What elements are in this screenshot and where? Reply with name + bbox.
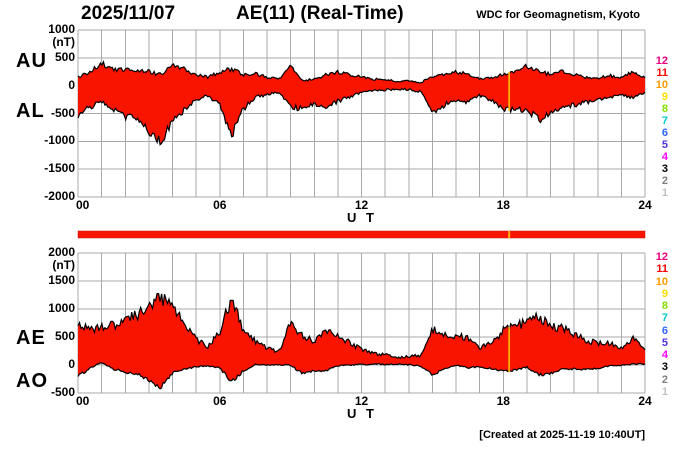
panel-1-xtick-24: 24 — [638, 394, 652, 408]
panel-1-station-count-8: 8 — [661, 300, 668, 313]
panel-0-station-count-12: 12 — [655, 55, 668, 67]
panel-1-station-count-2: 2 — [661, 373, 668, 386]
panel-0-y-unit: (nT) — [52, 35, 75, 49]
panel-0-ytick--500: -500 — [50, 105, 75, 120]
panel-0-station-count-2: 2 — [661, 175, 668, 187]
panel-0-station-count-10: 10 — [655, 79, 668, 91]
data-availability-bar — [77, 230, 646, 239]
panel-0-ytick--2000: -2000 — [44, 189, 75, 203]
panel-0-station-count-8: 8 — [661, 103, 668, 115]
panel-0-xtick-18: 18 — [496, 198, 510, 212]
panel-0-ytick-500: 500 — [54, 49, 75, 64]
panel-0-station-count-7: 7 — [661, 115, 668, 127]
created-timestamp: [Created at 2025-11-19 10:40UT] — [479, 429, 645, 441]
panel-0-station-count-11: 11 — [656, 67, 668, 79]
panel-1-xtick-18: 18 — [496, 394, 510, 408]
xaxis-label-bottom: U T — [347, 406, 377, 421]
panel-0-xtick-06: 06 — [213, 198, 227, 212]
plot-date: 2025/11/07 — [81, 3, 176, 24]
panel-0-lower-curve — [77, 87, 646, 146]
panel-0-xtick-12: 12 — [354, 198, 369, 212]
availability-bar-time-marker — [508, 231, 511, 238]
panel-1-ytick-0: 0 — [68, 357, 75, 371]
panel-0-ytick-1000: 1000 — [48, 22, 75, 36]
panel-0-station-count-3: 3 — [661, 163, 668, 175]
panel-0-xtick-24: 24 — [638, 198, 652, 212]
panel-1-xtick-12: 12 — [354, 394, 369, 408]
series-label-au: AU — [16, 50, 47, 72]
panel-0-station-count-1: 1 — [661, 187, 668, 199]
panel-1-y-unit: (nT) — [52, 258, 75, 272]
panel-1-station-count-7: 7 — [661, 312, 668, 325]
panel-0-ytick--1000: -1000 — [44, 133, 75, 148]
series-label-ae: AE — [16, 327, 46, 349]
credit-label: WDC for Geomagnetism, Kyoto — [476, 9, 640, 21]
panel-0-upper-curve — [77, 60, 646, 84]
panel-0-station-count-5: 5 — [661, 139, 668, 151]
panel-1-ytick-500: 500 — [54, 329, 75, 343]
panel-0-station-count-6: 6 — [661, 127, 668, 139]
panel-1-band-fill — [78, 293, 645, 389]
series-label-ao: AO — [16, 370, 48, 392]
panel-1-ytick--500: -500 — [50, 385, 75, 399]
panel-1-lower-curve — [77, 362, 646, 390]
series-label-al: AL — [16, 100, 45, 122]
panel-1-xtick-06: 06 — [213, 394, 227, 408]
panel-0-band-fill — [78, 61, 645, 145]
xaxis-label-top: U T — [347, 210, 377, 225]
panel-1-ytick-1500: 1500 — [48, 273, 75, 287]
panel-1-station-count-1: 1 — [661, 385, 668, 398]
panel-1-xtick-00: 00 — [76, 394, 90, 408]
panel-0-ytick-0: 0 — [68, 77, 75, 92]
panel-1-station-count-4: 4 — [661, 349, 668, 362]
panel-1-station-count-12: 12 — [655, 251, 668, 263]
panel-0-ytick--1500: -1500 — [44, 161, 75, 176]
panel-0-station-count-4: 4 — [661, 151, 668, 163]
panel-1-station-count-5: 5 — [661, 336, 668, 349]
panel-1-upper-curve — [77, 292, 646, 360]
panel-0-station-count-9: 9 — [661, 91, 668, 103]
panel-1-station-count-6: 6 — [661, 324, 668, 337]
panel-1-station-count-10: 10 — [655, 275, 668, 288]
panel-0-xtick-00: 00 — [76, 198, 90, 212]
panel-1-station-count-11: 11 — [656, 263, 668, 276]
panel-1-station-count-9: 9 — [661, 287, 668, 300]
panel-1-ytick-2000: 2000 — [48, 245, 75, 259]
plot-title: AE(11) (Real-Time) — [236, 3, 404, 24]
panel-1-ytick-1000: 1000 — [48, 301, 75, 315]
panel-1-station-count-3: 3 — [661, 361, 668, 374]
